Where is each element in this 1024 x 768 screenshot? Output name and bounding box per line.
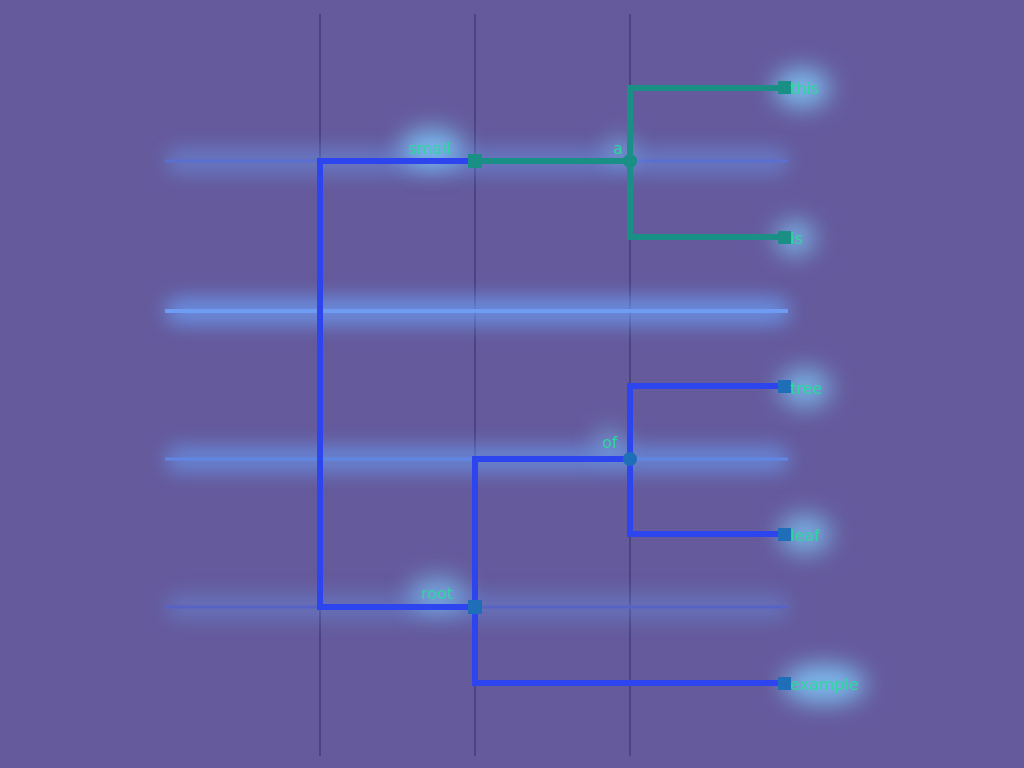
tree-branches [317,85,784,686]
branch-small [317,158,475,610]
node-marker-of [623,452,637,466]
label-glow [400,68,866,704]
branch-tree [627,383,784,459]
branch-example [472,607,784,686]
label-leaf: leaf [790,526,820,545]
label-is: is [790,229,803,248]
label-tree: tree [790,379,822,398]
node-markers [468,81,791,690]
branch-this [627,85,784,161]
label-example: example [790,675,859,694]
label-a: a [613,139,623,158]
label-root: root [421,584,453,603]
branch-leaf [627,459,784,537]
leaf-marker-this [778,81,791,94]
node-marker-a [623,154,637,168]
leaf-marker-tree [778,380,791,393]
leaf-marker-leaf [778,528,791,541]
branch-of [472,456,630,607]
leaf-marker-example [778,677,791,690]
label-this: this [790,79,819,98]
node-marker-small [468,154,482,168]
node-labels: small a of root this is tree leaf exampl… [408,79,859,694]
node-marker-root [468,600,482,614]
label-of: of [602,433,618,452]
leaf-marker-is [778,231,791,244]
label-small: small [408,139,451,158]
branch-is [627,161,784,240]
